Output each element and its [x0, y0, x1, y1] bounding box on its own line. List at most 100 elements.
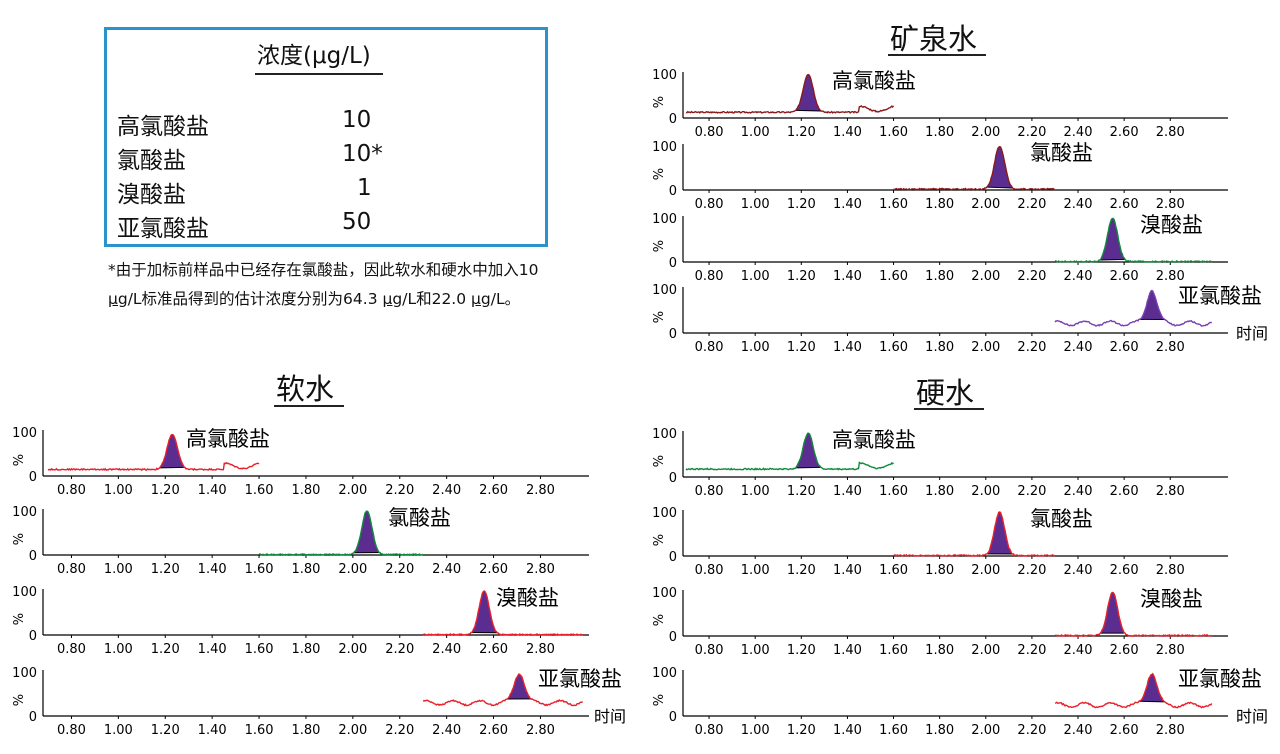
x-tick-label: 2.20: [1017, 723, 1046, 738]
x-tick-label: 2.00: [971, 269, 1000, 284]
x-tick-label: 2.40: [1064, 340, 1093, 355]
y-tick-label: 100: [652, 666, 677, 681]
x-tick-label: 2.20: [385, 483, 414, 498]
x-tick-label: 2.80: [526, 562, 555, 577]
y-axis-label: %: [12, 454, 27, 466]
x-axis-label: 时间: [594, 707, 626, 726]
x-tick-label: 0.80: [695, 484, 724, 499]
x-tick-label: 1.20: [787, 197, 816, 212]
x-tick-label: 2.40: [432, 562, 461, 577]
y-tick-label: 0: [669, 550, 677, 565]
footnote-unit: μg: [471, 290, 491, 308]
peak-label: 溴酸盐: [1140, 587, 1203, 611]
legend-row: 亚氯酸盐 50: [117, 209, 537, 242]
x-tick-label: 1.20: [151, 483, 180, 498]
x-tick-label: 1.40: [198, 723, 227, 738]
x-tick-label: 1.00: [741, 563, 770, 578]
x-tick-label: 0.80: [695, 643, 724, 658]
x-tick-label: 1.80: [925, 269, 954, 284]
chromatogram-trace: [685, 432, 894, 471]
x-tick-label: 2.20: [385, 642, 414, 657]
legend-analyte: 溴酸盐: [117, 182, 186, 208]
x-tick-label: 2.60: [479, 483, 508, 498]
panel-title-underline: [914, 408, 984, 410]
legend-value: 50: [342, 209, 372, 235]
legend-header-underline: [255, 73, 383, 75]
x-tick-label: 1.00: [741, 340, 770, 355]
peak-area: [986, 146, 1013, 188]
peak-label: 亚氯酸盐: [1178, 667, 1262, 691]
peak-label: 亚氯酸盐: [538, 667, 622, 691]
x-tick-label: 2.60: [479, 562, 508, 577]
y-tick-label: 100: [12, 505, 37, 520]
y-tick-label: 100: [12, 666, 37, 681]
x-tick-label: 1.80: [925, 484, 954, 499]
x-tick-label: 1.80: [925, 340, 954, 355]
x-tick-label: 2.80: [526, 723, 555, 738]
x-tick-label: 1.00: [104, 642, 133, 657]
peak-area: [1138, 290, 1165, 320]
y-tick-label: 100: [652, 140, 677, 155]
chromatogram-trace: [1054, 672, 1213, 709]
x-tick-label: 2.60: [1110, 723, 1139, 738]
y-axis-label: %: [652, 168, 667, 180]
chromatogram-trace: [1054, 591, 1213, 638]
x-tick-label: 2.00: [971, 723, 1000, 738]
footnote-unit: μg: [382, 290, 403, 308]
y-tick-label: 0: [669, 327, 677, 342]
peak-area: [1100, 218, 1126, 260]
x-tick-label: 1.00: [104, 483, 133, 498]
x-tick-label: 2.60: [1110, 125, 1139, 140]
x-tick-label: 1.20: [151, 562, 180, 577]
x-tick-label: 2.00: [338, 483, 367, 498]
panel-title-underline: [274, 405, 344, 407]
x-tick-label: 1.00: [741, 484, 770, 499]
y-tick-label: 0: [669, 184, 677, 199]
y-axis-label: %: [652, 311, 667, 323]
peak-label: 氯酸盐: [388, 506, 451, 530]
x-tick-label: 2.00: [971, 563, 1000, 578]
x-tick-label: 2.00: [971, 125, 1000, 140]
x-tick-label: 1.20: [787, 269, 816, 284]
y-tick-label: 100: [652, 586, 677, 601]
x-tick-label: 2.60: [479, 723, 508, 738]
x-tick-label: 1.40: [833, 340, 862, 355]
x-tick-label: 2.20: [1017, 643, 1046, 658]
y-tick-label: 0: [29, 470, 37, 485]
peak-area: [353, 511, 381, 553]
peak-area: [986, 512, 1013, 555]
footnote-unit: μg: [108, 290, 128, 308]
peak-area: [506, 674, 533, 700]
x-tick-label: 1.60: [245, 723, 274, 738]
y-tick-label: 0: [669, 256, 677, 271]
x-tick-label: 2.40: [1064, 125, 1093, 140]
legend-value: 1: [357, 175, 372, 201]
x-tick-label: 2.60: [479, 642, 508, 657]
x-tick-label: 1.80: [291, 562, 320, 577]
peak-baseline: [159, 466, 185, 469]
x-tick-label: 2.00: [338, 562, 367, 577]
x-tick-label: 2.40: [432, 483, 461, 498]
y-axis-label: %: [652, 534, 667, 546]
chromatogram-trace: [258, 510, 424, 557]
x-tick-label: 1.60: [879, 484, 908, 499]
peak-baseline: [795, 109, 821, 112]
y-axis-label: %: [12, 694, 27, 706]
x-tick-label: 1.80: [925, 197, 954, 212]
x-tick-label: 1.20: [787, 563, 816, 578]
x-tick-label: 1.40: [833, 643, 862, 658]
x-tick-label: 1.60: [879, 643, 908, 658]
peak-area: [159, 434, 185, 468]
x-tick-label: 2.60: [1110, 340, 1139, 355]
x-tick-label: 1.60: [245, 562, 274, 577]
peak-area: [1138, 673, 1165, 702]
x-tick-label: 2.60: [1110, 269, 1139, 284]
peak-area: [1100, 592, 1126, 634]
y-tick-label: 100: [12, 426, 37, 441]
x-tick-label: 1.80: [925, 563, 954, 578]
x-tick-label: 2.40: [1064, 484, 1093, 499]
x-tick-label: 1.40: [833, 125, 862, 140]
legend-row: 高氯酸盐 10: [117, 107, 537, 140]
x-tick-label: 1.20: [787, 643, 816, 658]
peak-label: 溴酸盐: [496, 586, 559, 610]
